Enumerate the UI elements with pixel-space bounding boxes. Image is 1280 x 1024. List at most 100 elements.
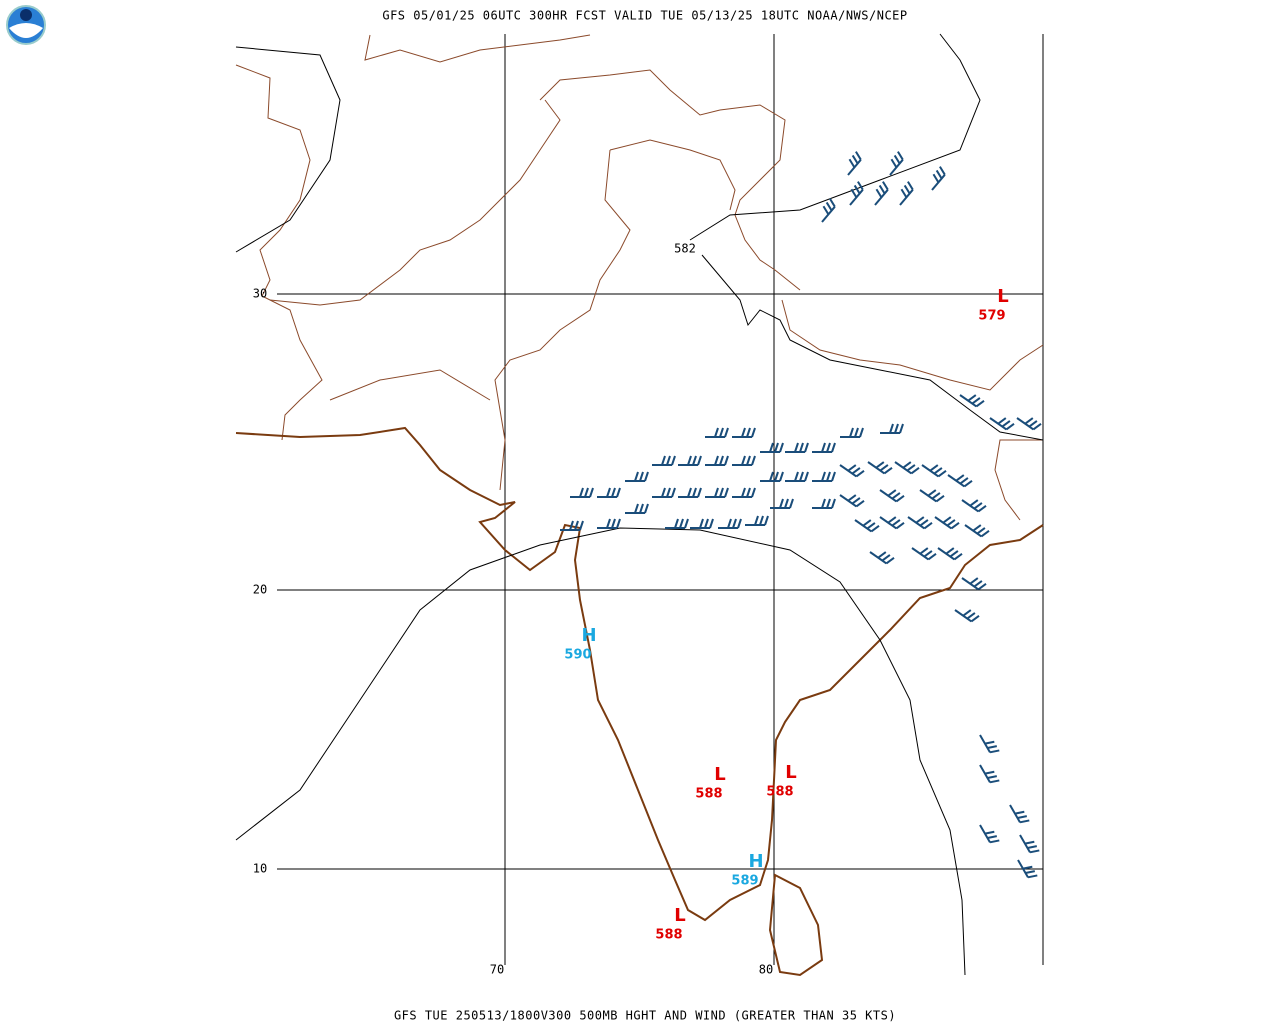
barb-feather xyxy=(923,550,933,558)
barb-feather xyxy=(969,499,979,507)
barb-shaft xyxy=(919,489,937,503)
barb-feather xyxy=(704,518,709,529)
barb-feather xyxy=(973,580,983,588)
barb-feather xyxy=(891,519,901,527)
center-letter: L xyxy=(997,286,1008,307)
barb-feather xyxy=(1017,815,1027,819)
barb-feather xyxy=(881,554,891,562)
barb-feather xyxy=(1029,849,1040,854)
wind-barb xyxy=(931,166,946,191)
barb-feather xyxy=(910,467,920,475)
barb-feather xyxy=(887,516,897,524)
barb-feather xyxy=(855,470,865,478)
barb-feather xyxy=(927,553,937,561)
wind-barb xyxy=(705,427,729,438)
barb-feather xyxy=(989,749,1000,754)
barb-feather xyxy=(935,495,945,503)
barb-feather xyxy=(932,173,940,183)
barb-feather xyxy=(890,158,898,168)
barb-shaft xyxy=(869,551,887,565)
wind-barb xyxy=(1017,859,1038,879)
barb-feather xyxy=(855,151,862,161)
barb-feather xyxy=(935,169,943,180)
barb-feather xyxy=(857,181,864,191)
barb-feather xyxy=(697,487,702,498)
barb-feather xyxy=(611,518,616,529)
lat-label: 20 xyxy=(253,583,267,597)
grid xyxy=(277,34,1044,965)
barb-feather xyxy=(606,518,611,529)
barb-feather xyxy=(855,500,865,508)
wind-barb xyxy=(889,151,904,176)
wind-barb xyxy=(690,518,714,529)
barb-feather xyxy=(831,498,836,509)
barb-shaft xyxy=(839,494,857,508)
barb-feather xyxy=(987,835,997,839)
lat-label: 30 xyxy=(253,287,267,301)
barb-feather xyxy=(804,442,809,453)
barb-feather xyxy=(899,423,904,434)
wind-barb xyxy=(597,487,621,498)
footer: GFS TUE 250513/1800V300 500MB HGHT AND W… xyxy=(394,1009,896,1023)
barb-feather xyxy=(847,464,857,472)
barb-feather xyxy=(616,487,621,498)
barb-feather xyxy=(1027,845,1037,849)
wind-barb xyxy=(652,455,676,466)
center-letter: H xyxy=(748,851,763,872)
barb-feather xyxy=(661,487,666,498)
barb-feather xyxy=(699,518,704,529)
barb-feather xyxy=(929,464,939,472)
barb-feather xyxy=(870,525,880,533)
barb-feather xyxy=(902,461,912,469)
barb-feather xyxy=(851,154,859,165)
barb-feather xyxy=(850,188,858,198)
barb-feather xyxy=(919,519,929,527)
center-letter: L xyxy=(674,905,685,926)
barb-feather xyxy=(875,188,883,198)
barb-feather xyxy=(903,184,911,195)
barb-feather xyxy=(1027,874,1038,879)
barb-feather xyxy=(774,471,779,482)
barb-feather xyxy=(950,522,960,530)
barb-feather xyxy=(709,518,714,529)
barb-shaft xyxy=(979,824,991,843)
barb-feather xyxy=(737,518,742,529)
barb-feather xyxy=(1025,870,1035,874)
barb-feather xyxy=(969,577,979,585)
center-value: 579 xyxy=(978,309,1005,324)
barb-feather xyxy=(971,397,981,405)
barb-feather xyxy=(671,487,676,498)
barb-shaft xyxy=(879,489,897,503)
center-letter: L xyxy=(714,764,725,785)
center-letter: H xyxy=(581,625,596,646)
contour-label: 582 xyxy=(674,242,696,256)
barb-feather xyxy=(897,151,904,161)
barb-feather xyxy=(976,527,986,535)
barb-feather xyxy=(915,516,925,524)
wind-barb xyxy=(812,442,836,453)
wind-barb xyxy=(979,824,1000,844)
barb-feather xyxy=(822,205,830,215)
barb-feather xyxy=(1014,810,1025,815)
wind-barb xyxy=(899,181,914,206)
barb-feather xyxy=(919,547,929,555)
barb-feather xyxy=(984,830,995,835)
barb-feather xyxy=(634,471,639,482)
barb-feather xyxy=(779,498,784,509)
barb-feather xyxy=(634,503,639,514)
barb-feather xyxy=(687,487,692,498)
barb-feather xyxy=(966,612,976,620)
barb-feather xyxy=(714,487,719,498)
wind-barb xyxy=(812,498,836,509)
wind-barb xyxy=(1009,804,1030,824)
barb-feather xyxy=(724,487,729,498)
barb-feather xyxy=(859,427,864,438)
barb-feather xyxy=(927,489,937,497)
barb-feather xyxy=(616,518,621,529)
center-value: 588 xyxy=(695,787,722,802)
barb-feather xyxy=(972,524,982,532)
barb-feather xyxy=(751,427,756,438)
wind-barb xyxy=(869,551,895,565)
barb-feather xyxy=(746,427,751,438)
barb-feather xyxy=(883,467,893,475)
